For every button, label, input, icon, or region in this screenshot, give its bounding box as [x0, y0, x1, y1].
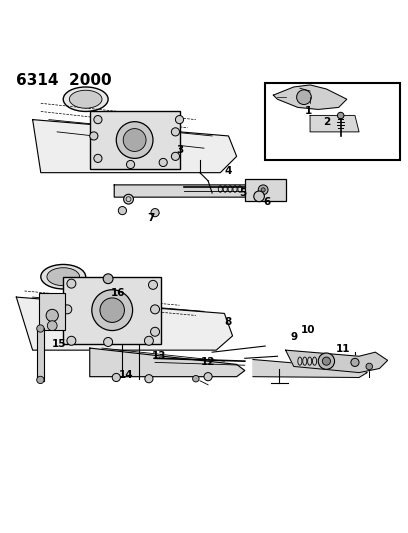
Circle shape — [322, 357, 330, 365]
Circle shape — [123, 128, 146, 151]
Circle shape — [254, 191, 264, 201]
Ellipse shape — [47, 268, 80, 286]
Bar — [245, 179, 286, 201]
Text: 15: 15 — [52, 339, 67, 349]
Polygon shape — [253, 360, 367, 377]
Polygon shape — [33, 119, 237, 173]
Circle shape — [175, 116, 184, 124]
Circle shape — [67, 279, 76, 288]
Circle shape — [92, 290, 133, 330]
Circle shape — [171, 128, 180, 136]
Text: 8: 8 — [225, 317, 232, 327]
Text: 14: 14 — [119, 369, 134, 379]
Circle shape — [366, 363, 373, 370]
Circle shape — [258, 185, 268, 195]
Text: 11: 11 — [335, 344, 350, 354]
Circle shape — [145, 375, 153, 383]
Polygon shape — [90, 348, 245, 377]
Circle shape — [94, 154, 102, 163]
Polygon shape — [114, 185, 253, 197]
Circle shape — [94, 116, 102, 124]
Circle shape — [151, 305, 160, 314]
Circle shape — [90, 132, 98, 140]
Circle shape — [67, 336, 76, 345]
Text: 13: 13 — [152, 351, 166, 361]
Bar — [39, 293, 65, 330]
Circle shape — [351, 358, 359, 367]
Bar — [37, 328, 44, 381]
Circle shape — [151, 327, 160, 336]
Text: 12: 12 — [201, 358, 215, 367]
Text: 6314  2000: 6314 2000 — [16, 72, 112, 88]
Circle shape — [118, 206, 126, 215]
Ellipse shape — [63, 87, 108, 111]
Circle shape — [46, 309, 58, 321]
Text: 3: 3 — [176, 145, 183, 155]
Circle shape — [124, 195, 133, 204]
Circle shape — [159, 158, 167, 166]
Text: 7: 7 — [147, 213, 155, 223]
Circle shape — [116, 122, 153, 158]
Polygon shape — [286, 350, 388, 373]
Text: 9: 9 — [290, 332, 297, 342]
Circle shape — [100, 298, 124, 322]
Bar — [265, 83, 400, 160]
Text: 6: 6 — [264, 197, 271, 207]
Circle shape — [104, 337, 113, 346]
Polygon shape — [16, 297, 233, 350]
Circle shape — [112, 374, 120, 382]
Circle shape — [337, 112, 344, 119]
Circle shape — [103, 274, 113, 284]
Bar — [63, 277, 161, 344]
Circle shape — [318, 353, 335, 369]
Text: 16: 16 — [111, 288, 126, 298]
Circle shape — [261, 188, 265, 192]
Circle shape — [63, 305, 72, 314]
Circle shape — [126, 160, 135, 168]
Text: 4: 4 — [225, 166, 232, 175]
Circle shape — [171, 152, 180, 160]
Circle shape — [149, 280, 157, 289]
Ellipse shape — [41, 264, 86, 289]
Text: 10: 10 — [301, 325, 315, 335]
Circle shape — [37, 325, 44, 332]
Bar — [90, 111, 180, 168]
Circle shape — [193, 375, 199, 382]
Text: 1: 1 — [304, 106, 312, 116]
Circle shape — [47, 321, 57, 330]
Circle shape — [37, 376, 44, 384]
Ellipse shape — [69, 90, 102, 108]
Text: 2: 2 — [323, 117, 330, 127]
Circle shape — [144, 336, 153, 345]
Circle shape — [297, 90, 311, 104]
Polygon shape — [310, 116, 359, 132]
Circle shape — [151, 208, 159, 217]
Circle shape — [204, 373, 212, 381]
Polygon shape — [273, 85, 347, 109]
Text: 5: 5 — [239, 188, 246, 198]
